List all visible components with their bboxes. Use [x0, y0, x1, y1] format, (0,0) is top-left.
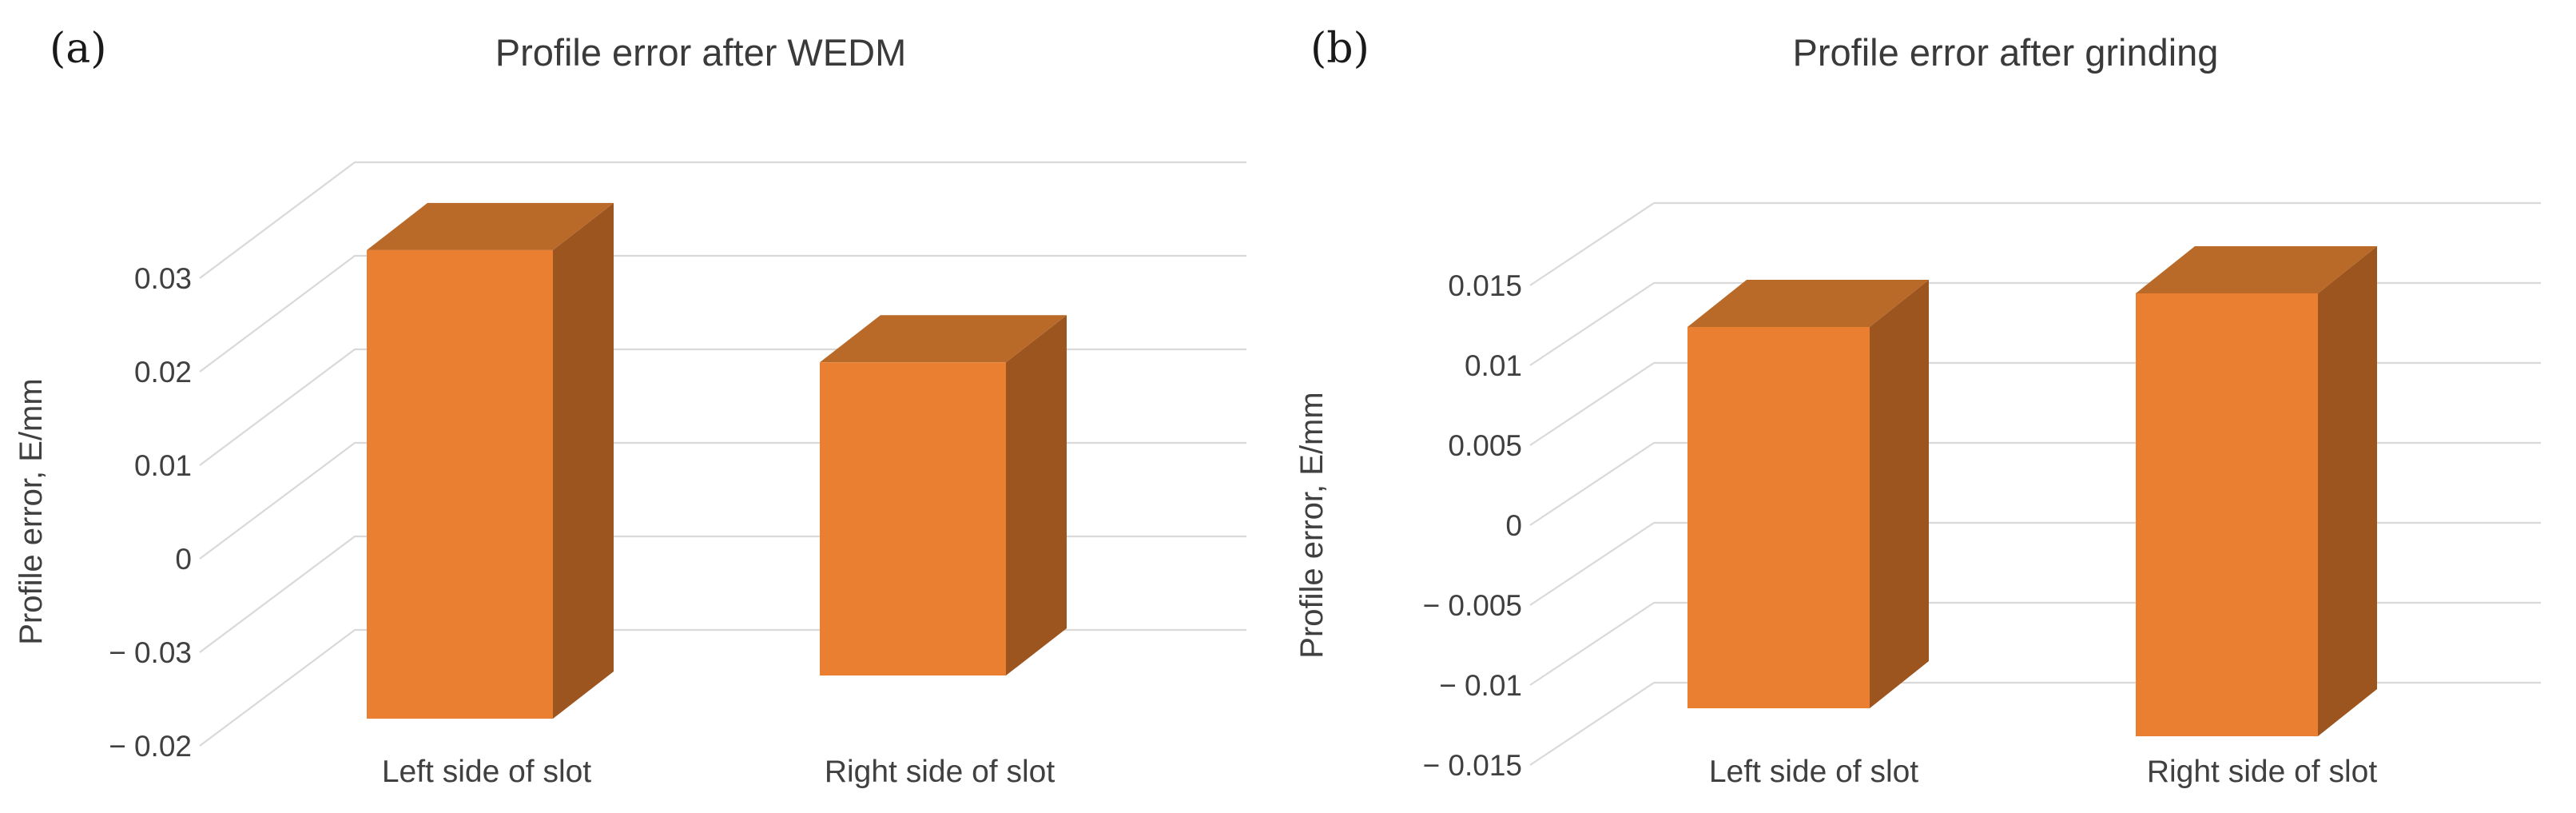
- y-tick-label: − 0.015: [1423, 749, 1522, 782]
- y-tick-label: − 0.01: [1439, 669, 1522, 702]
- bar-top-face: [2136, 246, 2377, 293]
- gridlines: [1529, 201, 2541, 766]
- bar-side-face: [1870, 280, 1929, 708]
- bar-side-face: [2318, 246, 2377, 736]
- y-axis-title: Profile error, E/mm: [1294, 392, 1330, 658]
- bar-top-face: [820, 315, 1067, 363]
- category-label: Right side of slot: [825, 755, 1055, 789]
- gridline: [1529, 521, 2541, 606]
- gridline: [199, 628, 1246, 747]
- category-label: Left side of slot: [382, 755, 591, 789]
- gridline: [199, 161, 1246, 279]
- chart-panel-b: 0.015 0.01 0.005 0 − 0.005 − 0.01 − 0.015 Left …: [1294, 25, 2541, 789]
- bar-side-face: [553, 202, 614, 719]
- gridline: [199, 535, 1246, 653]
- bar-side-face: [1006, 315, 1067, 676]
- y-tick-label: 0: [1505, 509, 1522, 542]
- bar-top-face: [1688, 280, 1929, 327]
- bar-right-side-of-slot: [820, 315, 1067, 676]
- bar-front-face: [1688, 327, 1870, 708]
- y-tick-label: 0.005: [1448, 429, 1522, 462]
- gridline: [1529, 201, 2541, 286]
- y-axis-title: Profile error, E/mm: [14, 378, 49, 644]
- y-tick-label: − 0.03: [109, 636, 192, 669]
- category-label: Right side of slot: [2147, 755, 2377, 789]
- gridline: [199, 348, 1246, 466]
- chart-title: Profile error after grinding: [1793, 31, 2219, 74]
- gridline: [199, 254, 1246, 373]
- panel-label: (a): [50, 25, 107, 73]
- y-tick-label: 0.02: [134, 356, 192, 389]
- bar-front-face: [367, 249, 553, 719]
- chart-title: Profile error after WEDM: [495, 31, 906, 74]
- chart-panel-a: 0.03 0.02 0.01 0 − 0.03 − 0.02 Left side of sl…: [14, 25, 1246, 789]
- category-label: Left side of slot: [1709, 755, 1918, 789]
- bar-left-side-of-slot: [1688, 280, 1929, 708]
- y-tick-label: 0.01: [1465, 349, 1522, 382]
- gridline: [199, 441, 1246, 560]
- gridlines: [199, 161, 1246, 747]
- gridline: [1529, 441, 2541, 526]
- y-tick-label: 0.03: [134, 262, 192, 295]
- bar-front-face: [2136, 293, 2318, 736]
- y-tick-label: 0: [175, 543, 192, 576]
- y-tick-label: − 0.005: [1423, 589, 1522, 622]
- gridline: [1529, 281, 2541, 366]
- y-tick-label: − 0.02: [109, 730, 192, 763]
- bar-left-side-of-slot: [367, 202, 614, 719]
- bar-top-face: [367, 202, 614, 250]
- bar-right-side-of-slot: [2136, 246, 2377, 736]
- panel-label: (b): [1310, 25, 1369, 73]
- gridline: [1529, 681, 2541, 766]
- gridline: [1529, 601, 2541, 686]
- y-tick-label: 0.01: [134, 449, 192, 482]
- gridline: [1529, 361, 2541, 446]
- y-tick-label: 0.015: [1448, 269, 1522, 302]
- bar-front-face: [820, 362, 1006, 676]
